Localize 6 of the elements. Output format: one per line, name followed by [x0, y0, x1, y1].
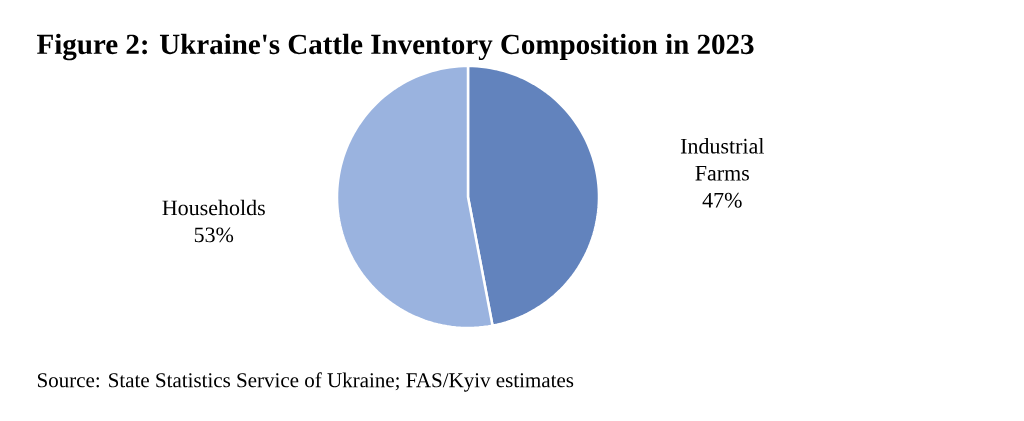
- source-note: Source: State Statistics Service of Ukraine; FAS/Kyiv estimates: [37, 372, 574, 392]
- chart-title: Figure 2: Ukraine's Cattle Inventory Composition in 2023: [37, 33, 754, 61]
- slice-label: Households: [162, 199, 265, 216]
- data-label: 47%: [702, 192, 742, 208]
- data-label: 53%: [194, 227, 234, 243]
- slice-label: Industrial Farms: [680, 138, 765, 181]
